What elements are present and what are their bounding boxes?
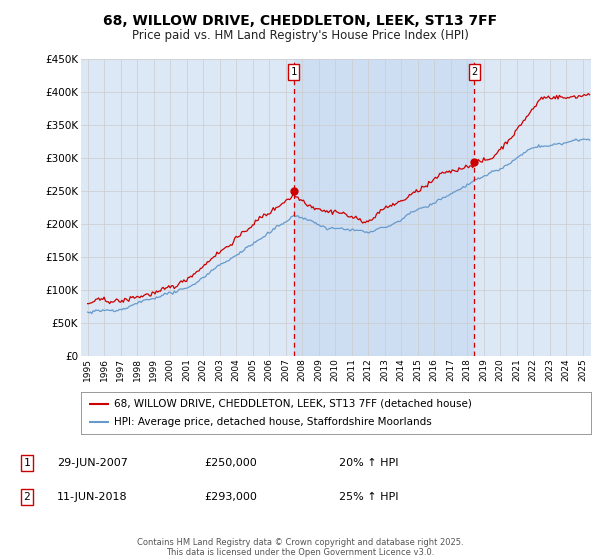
Text: 2: 2 bbox=[23, 492, 31, 502]
Text: Price paid vs. HM Land Registry's House Price Index (HPI): Price paid vs. HM Land Registry's House … bbox=[131, 29, 469, 42]
Text: 2: 2 bbox=[472, 67, 478, 77]
Text: Contains HM Land Registry data © Crown copyright and database right 2025.
This d: Contains HM Land Registry data © Crown c… bbox=[137, 538, 463, 557]
Text: 68, WILLOW DRIVE, CHEDDLETON, LEEK, ST13 7FF: 68, WILLOW DRIVE, CHEDDLETON, LEEK, ST13… bbox=[103, 14, 497, 28]
Text: 29-JUN-2007: 29-JUN-2007 bbox=[57, 458, 128, 468]
Text: 1: 1 bbox=[290, 67, 297, 77]
Text: 25% ↑ HPI: 25% ↑ HPI bbox=[339, 492, 398, 502]
Text: 1: 1 bbox=[23, 458, 31, 468]
Text: £293,000: £293,000 bbox=[204, 492, 257, 502]
Text: 11-JUN-2018: 11-JUN-2018 bbox=[57, 492, 128, 502]
Text: 20% ↑ HPI: 20% ↑ HPI bbox=[339, 458, 398, 468]
Bar bbox=[294, 59, 475, 356]
Text: £250,000: £250,000 bbox=[204, 458, 257, 468]
Text: 68, WILLOW DRIVE, CHEDDLETON, LEEK, ST13 7FF (detached house): 68, WILLOW DRIVE, CHEDDLETON, LEEK, ST13… bbox=[114, 399, 472, 409]
Text: HPI: Average price, detached house, Staffordshire Moorlands: HPI: Average price, detached house, Staf… bbox=[114, 417, 432, 427]
